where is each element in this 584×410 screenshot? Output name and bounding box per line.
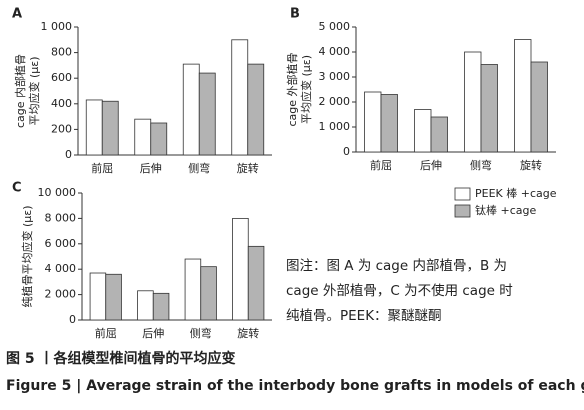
x-tick-label: 侧弯 xyxy=(470,158,492,172)
y-axis-label: 平均应变 (με) xyxy=(299,55,313,124)
x-tick-label: 旋转 xyxy=(237,326,259,340)
y-tick-label: 1 000 xyxy=(319,120,351,133)
legend-swatch xyxy=(454,187,471,201)
bar xyxy=(105,273,122,321)
y-tick-label: 10 000 xyxy=(38,186,77,199)
bar xyxy=(152,292,170,321)
bar xyxy=(89,272,107,321)
bar xyxy=(101,100,119,156)
x-tick-label: 后伸 xyxy=(140,162,162,175)
bar xyxy=(414,109,432,153)
bar xyxy=(247,63,265,156)
x-tick-label: 后伸 xyxy=(142,327,164,340)
x-tick-label: 旋转 xyxy=(520,158,542,172)
y-tick-label: 5 000 xyxy=(319,20,351,33)
legend-label: PEEK 棒 +cage xyxy=(475,186,557,200)
y-tick-label: 3 000 xyxy=(319,70,351,83)
caption-cn: 图 5 丨各组模型椎间植骨的平均应变 xyxy=(6,350,236,367)
y-tick-label: 0 xyxy=(343,145,350,158)
bar xyxy=(198,72,216,156)
bar xyxy=(480,64,498,153)
bar xyxy=(85,99,103,156)
note-line: 纯植骨。PEEK：聚醚醚酮 xyxy=(286,308,442,324)
x-tick-label: 旋转 xyxy=(237,161,259,175)
y-axis-label: cage 内部植骨 xyxy=(13,54,27,128)
bar xyxy=(182,63,200,156)
y-axis-label: cage 外部植骨 xyxy=(285,52,299,126)
x-tick-label: 侧弯 xyxy=(188,161,210,175)
bar xyxy=(464,51,482,153)
bar xyxy=(232,217,249,321)
legend-swatch xyxy=(454,204,471,218)
y-tick-label: 0 xyxy=(65,148,72,161)
y-tick-label: 800 xyxy=(51,46,72,59)
panel-label: C xyxy=(12,181,22,196)
y-axis-label: 平均应变 (με) xyxy=(27,56,41,125)
y-tick-label: 0 xyxy=(69,313,76,326)
note-line: cage 外部植骨，C 为不使用 cage 时 xyxy=(286,282,513,299)
x-tick-label: 前屈 xyxy=(91,161,113,175)
bar xyxy=(150,122,168,156)
legend-label: 钛棒 +cage xyxy=(475,203,536,217)
bar xyxy=(137,290,154,321)
bar xyxy=(530,61,548,153)
note-line: 图注：图 A 为 cage 内部植骨，B 为 xyxy=(286,258,507,274)
y-tick-label: 400 xyxy=(51,97,72,110)
y-tick-label: 200 xyxy=(51,122,72,135)
y-tick-label: 2 000 xyxy=(45,288,77,301)
caption-en: Figure 5 | Average strain of the interbo… xyxy=(6,378,584,394)
x-tick-label: 侧弯 xyxy=(190,326,212,340)
bar xyxy=(200,266,217,321)
y-tick-label: 4 000 xyxy=(319,45,351,58)
x-tick-label: 后伸 xyxy=(420,159,442,172)
y-tick-label: 8 000 xyxy=(45,211,77,224)
panel-label: A xyxy=(12,7,22,22)
bar xyxy=(364,91,382,153)
bar xyxy=(231,39,249,156)
y-tick-label: 1 000 xyxy=(41,20,73,33)
bar xyxy=(184,258,202,321)
y-tick-label: 2 000 xyxy=(319,95,351,108)
x-tick-label: 前屈 xyxy=(370,158,392,172)
bar xyxy=(514,39,532,153)
y-tick-label: 4 000 xyxy=(45,262,77,275)
bar xyxy=(134,118,152,156)
bar xyxy=(247,245,265,321)
y-tick-label: 6 000 xyxy=(45,237,77,250)
bar xyxy=(380,94,398,153)
bar xyxy=(430,116,448,153)
panel-label: B xyxy=(290,7,300,22)
y-axis-label: 纯植骨平均应变 (με) xyxy=(20,205,34,307)
y-tick-label: 600 xyxy=(51,71,72,84)
x-tick-label: 前屈 xyxy=(95,326,117,340)
